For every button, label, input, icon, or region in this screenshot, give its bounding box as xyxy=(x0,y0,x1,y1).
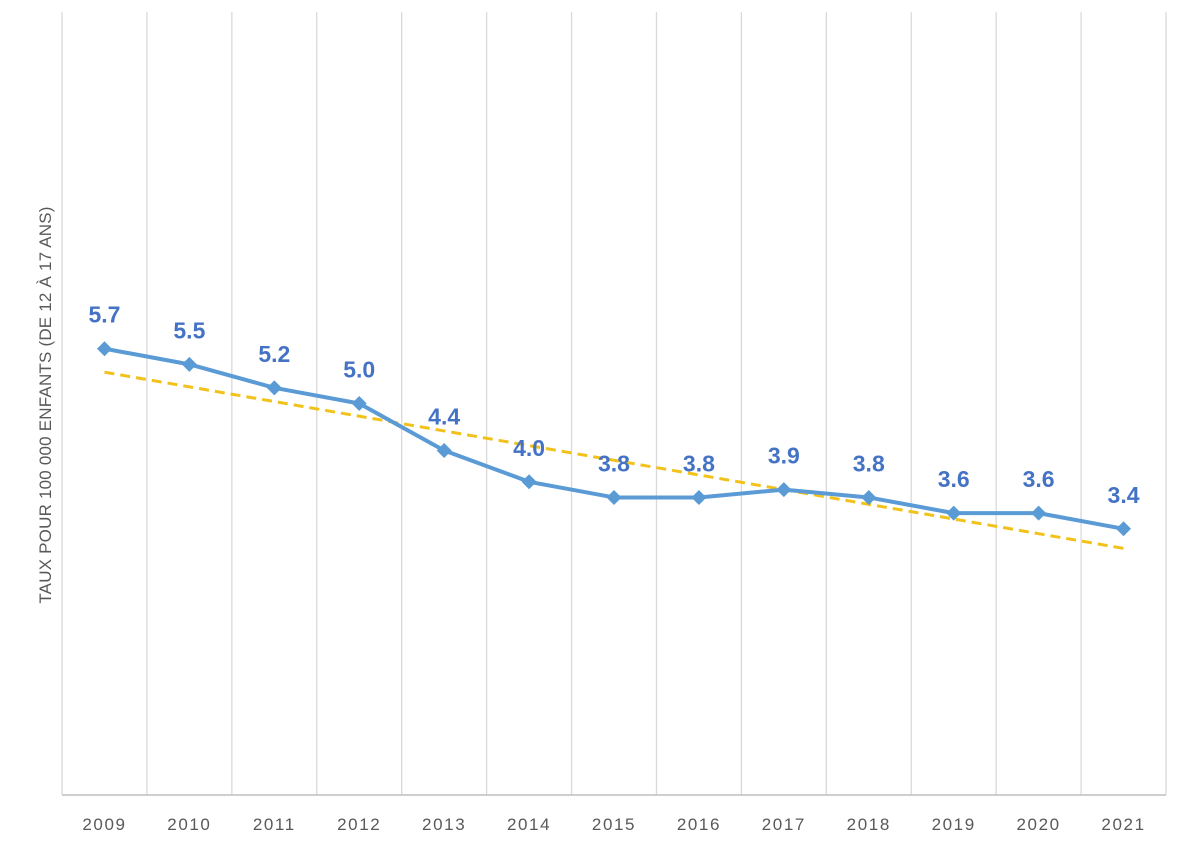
data-label: 4.4 xyxy=(428,403,460,429)
x-tick-label: 2021 xyxy=(1101,815,1145,834)
data-label: 3.8 xyxy=(853,450,885,476)
x-tick-label: 2014 xyxy=(507,815,551,834)
x-tick-label: 2010 xyxy=(167,815,211,834)
x-tick-label: 2011 xyxy=(253,815,296,834)
data-label: 3.6 xyxy=(1023,466,1055,492)
x-tick-label: 2018 xyxy=(847,815,891,834)
x-tick-label: 2013 xyxy=(422,815,466,834)
data-label: 3.9 xyxy=(768,443,800,469)
y-axis-label: TAUX POUR 100 000 ENFANTS (DE 12 À 17 AN… xyxy=(36,206,55,604)
data-label: 5.5 xyxy=(173,317,205,343)
data-label: 5.2 xyxy=(258,341,290,367)
x-tick-label: 2015 xyxy=(592,815,636,834)
data-point-marker xyxy=(266,380,282,396)
data-point-marker xyxy=(691,489,707,505)
data-point-marker xyxy=(521,474,537,490)
data-point-marker xyxy=(861,489,877,505)
data-point-marker xyxy=(946,505,962,521)
data-label: 3.6 xyxy=(938,466,970,492)
data-point-marker xyxy=(181,356,197,372)
data-label: 4.0 xyxy=(513,435,545,461)
data-label: 3.8 xyxy=(598,450,630,476)
x-tick-label: 2016 xyxy=(677,815,721,834)
data-label: 3.8 xyxy=(683,450,715,476)
x-tick-label: 2019 xyxy=(932,815,976,834)
data-label: 5.7 xyxy=(88,302,120,328)
x-tick-label: 2009 xyxy=(82,815,126,834)
data-point-marker xyxy=(1031,505,1047,521)
data-point-marker xyxy=(96,341,112,357)
data-label: 3.4 xyxy=(1108,482,1140,508)
x-tick-label: 2012 xyxy=(337,815,381,834)
data-point-marker xyxy=(776,482,792,498)
data-point-marker xyxy=(1116,521,1132,537)
data-point-marker xyxy=(436,442,452,458)
x-tick-label: 2020 xyxy=(1017,815,1061,834)
trendline xyxy=(104,370,1124,550)
data-point-marker xyxy=(351,396,367,411)
x-tick-label: 2017 xyxy=(762,815,806,834)
data-label: 5.0 xyxy=(343,357,375,383)
data-point-marker xyxy=(606,489,622,505)
